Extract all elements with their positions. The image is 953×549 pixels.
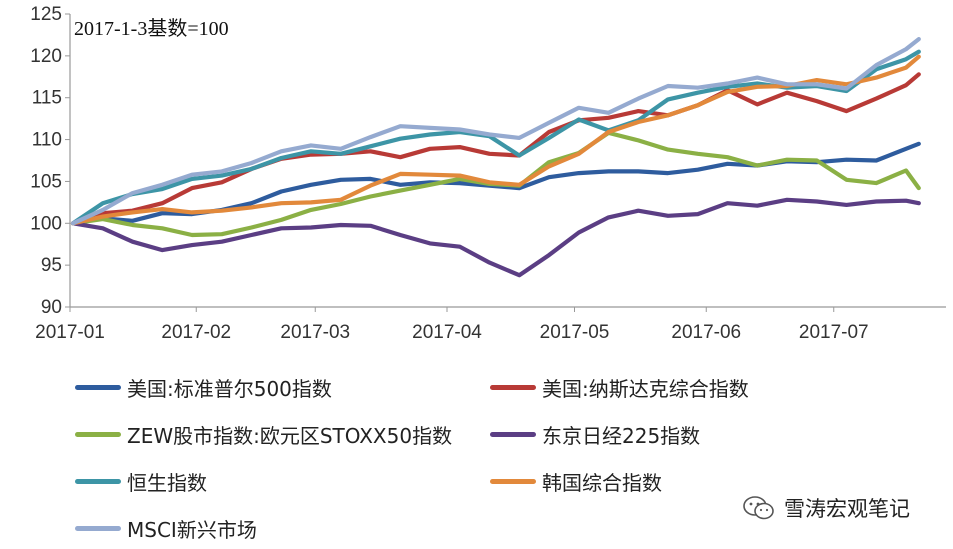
x-tick-label: 2017-01 xyxy=(35,322,105,343)
legend-label: MSCI新兴市场 xyxy=(127,517,257,542)
legend-swatch xyxy=(490,431,536,437)
y-tick-label: 115 xyxy=(32,88,62,109)
legend-item: 东京日经225指数 xyxy=(490,419,700,449)
y-tick-label: 90 xyxy=(41,297,62,318)
x-tick-label: 2017-07 xyxy=(799,322,869,343)
base-annotation: 2017-1-3基数=100 xyxy=(74,17,229,40)
wechat-icon xyxy=(743,496,774,520)
x-tick-label: 2017-02 xyxy=(161,322,231,343)
chart-canvas: 90 95 100 105 110 115 120 125 2017-01 2017-02 2017… xyxy=(30,4,946,343)
legend-item: 美国:纳斯达克综合指数 xyxy=(490,372,749,402)
legend-swatch xyxy=(75,525,121,531)
x-tick-label: 2017-05 xyxy=(540,322,610,343)
legend-item: MSCI新兴市场 xyxy=(75,513,257,543)
legend-label: 美国:纳斯达克综合指数 xyxy=(542,376,749,401)
series-line-3 xyxy=(70,197,921,278)
series-line-6 xyxy=(70,36,921,226)
legend-swatch xyxy=(75,431,121,437)
chart-axes: 90 95 100 105 110 115 120 125 2017-01 2017-02 2017… xyxy=(30,4,946,343)
legend-swatch xyxy=(75,478,121,484)
series-layer xyxy=(70,36,921,278)
y-tick-label: 110 xyxy=(32,130,62,151)
y-tick-label: 125 xyxy=(30,4,62,25)
y-tick-label: 100 xyxy=(30,213,62,234)
watermark-text: 雪涛宏观笔记 xyxy=(784,497,910,521)
y-tick-label: 120 xyxy=(30,46,62,67)
legend-item: 美国:标准普尔500指数 xyxy=(75,372,332,402)
legend-item: 韩国综合指数 xyxy=(490,466,662,496)
series-line-1 xyxy=(70,72,921,226)
series-line-4 xyxy=(70,49,921,226)
y-tick-label: 105 xyxy=(30,171,62,192)
watermark: 雪涛宏观笔记 xyxy=(742,493,910,523)
legend-item: 恒生指数 xyxy=(75,466,207,496)
legend-swatch xyxy=(490,478,536,484)
x-tick-label: 2017-04 xyxy=(412,322,482,343)
legend-label: 美国:标准普尔500指数 xyxy=(127,376,332,401)
x-tick-label: 2017-06 xyxy=(671,322,741,343)
legend-label: ZEW股市指数:欧元区STOXX50指数 xyxy=(127,423,453,448)
x-tick-label: 2017-03 xyxy=(280,322,350,343)
y-tick-label: 95 xyxy=(41,255,62,276)
legend-label: 东京日经225指数 xyxy=(542,423,701,448)
legend-label: 恒生指数 xyxy=(127,470,207,495)
legend-label: 韩国综合指数 xyxy=(542,470,662,495)
legend-swatch xyxy=(490,384,536,390)
legend-swatch xyxy=(75,384,121,390)
legend-item: ZEW股市指数:欧元区STOXX50指数 xyxy=(75,419,452,449)
